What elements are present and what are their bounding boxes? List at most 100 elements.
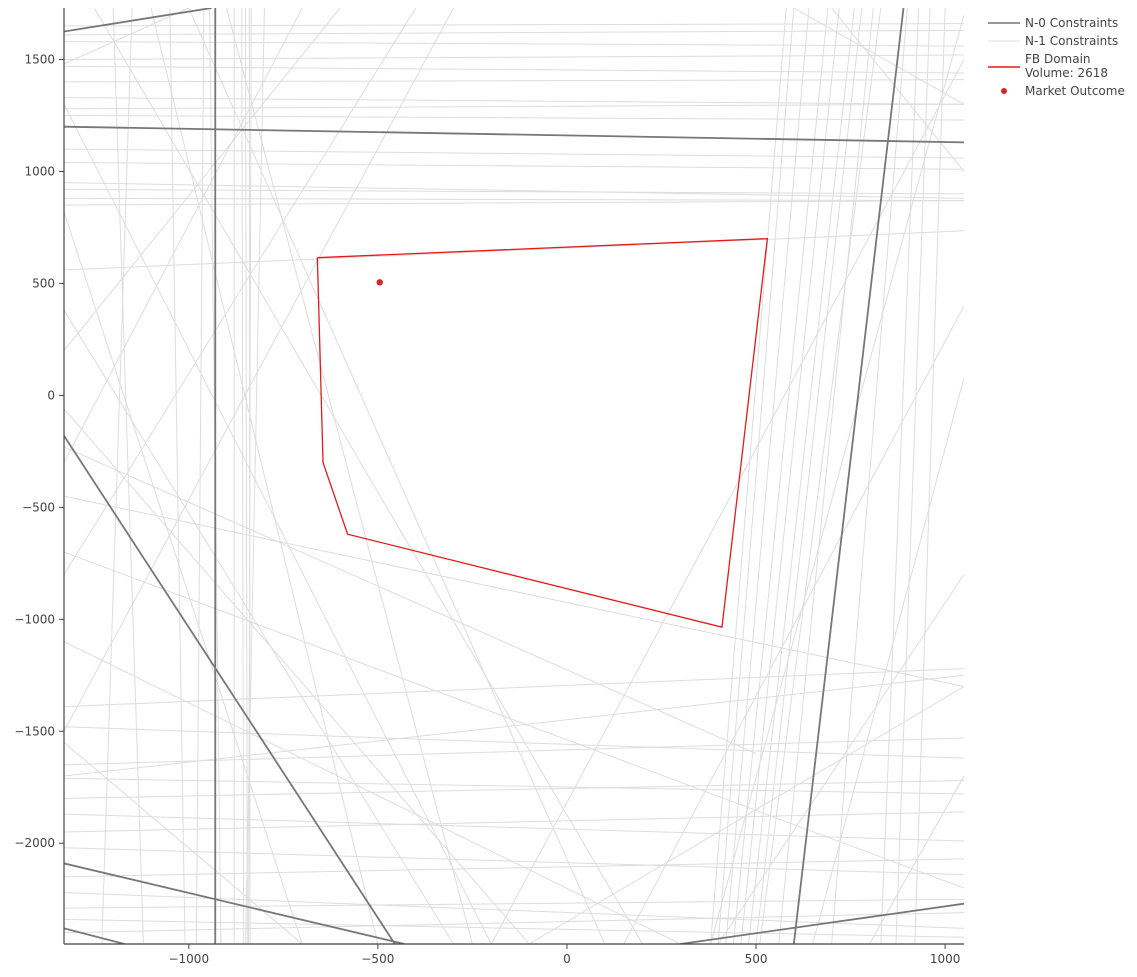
n1-constraint-line-23 [64,811,964,833]
n1-constraint-line-53 [914,8,946,944]
n1-constraint-line-64 [64,8,341,351]
n1-constraint-line-63 [64,8,303,463]
n1-constraint-line-31 [101,8,133,944]
legend-item-n1[interactable]: N-1 Constraints [988,34,1118,48]
y-tick-label: −1500 [14,724,55,738]
fb-domain-layer [316,237,769,628]
n1-constraint-line-8 [64,103,964,110]
n1-constraint-line-60 [150,8,379,944]
legend-label-n1: N-1 Constraints [1025,34,1118,48]
n1-constraint-line-12 [64,182,964,199]
x-tick-label: 1000 [930,952,961,966]
n0-constraint-line-5 [792,8,905,944]
n1-constraint-line-19 [64,737,964,766]
n1-constraint-line-45 [740,8,840,944]
n1-constraint-line-78 [64,742,303,944]
n1-constraint-line-65 [64,8,417,575]
n1-constraint-line-58 [64,408,530,944]
n1-constraint-line-9 [64,114,964,121]
y-tick-label: −500 [22,500,55,514]
n1-constraint-line-42 [717,8,795,944]
n1-constraint-line-43 [725,8,810,944]
n1-constraint-line-37 [245,8,248,944]
n1-constraint-line-81 [869,775,964,944]
n1-constraint-line-72 [623,305,964,944]
n1-constraint-line-24 [64,847,964,876]
n1-constraint-line-77 [793,8,964,105]
n1-constraint-line-49 [778,8,874,944]
legend-label-fb: FB Domain [1025,52,1091,66]
n1-constraint-line-44 [732,8,829,944]
n1-constraint-line-11 [64,162,964,170]
n0-constraint-line-2 [64,125,964,144]
n1-constraint-line-25 [64,858,964,878]
n1-constraint-line-15 [64,200,964,206]
x-tick-label: 0 [563,952,571,966]
n0-constraint-lines [64,8,964,944]
n1-constraint-line-57 [64,310,454,944]
n1-constraint-line-27 [64,898,964,909]
y-tick-label: −1000 [14,612,55,626]
x-tick-label: −500 [361,952,394,966]
y-tick-label: 1500 [24,53,55,67]
n1-constraint-line-29 [64,912,964,934]
n1-constraint-line-69 [64,551,964,889]
market-outcome-layer [376,279,383,286]
n1-constraint-line-55 [64,104,492,944]
n1-constraint-line-30 [112,8,144,944]
y-tick-label: 0 [47,388,55,402]
n1-constraint-line-76 [831,8,964,172]
n1-constraint-line-56 [64,211,303,944]
n1-constraint-line-61 [188,8,606,944]
n1-constraint-line-7 [64,97,964,105]
n1-constraint-line-54 [812,377,964,944]
n1-constraint-line-41 [710,8,787,944]
n1-constraint-line-21 [64,780,964,799]
y-tick-label: 500 [32,276,55,290]
n1-constraint-line-33 [195,8,205,944]
legend-label-fb: Volume: 2618 [1025,66,1108,80]
n1-constraint-line-70 [64,641,681,944]
n1-constraint-line-51 [880,8,920,944]
n1-constraint-line-22 [64,813,964,842]
n1-constraint-line-16 [64,230,964,271]
n1-constraint-line-1 [64,23,964,27]
n0-constraint-line-4 [64,435,396,944]
n1-constraint-line-71 [490,59,964,944]
n1-constraint-line-36 [241,8,245,944]
n1-constraint-line-52 [895,8,931,944]
n1-constraint-line-46 [747,8,855,944]
n1-constraint-line-80 [64,674,964,777]
legend-symbol-mo [1001,88,1007,94]
n1-constraint-line-40 [245,8,265,944]
n1-constraint-line-59 [93,8,644,944]
fb-domain-polygon [316,237,769,628]
n1-constraint-line-2 [64,29,964,36]
legend-label-mo: Market Outcome [1025,84,1125,98]
n1-constraint-line-13 [64,188,964,195]
n0-constraint-line-7 [64,927,125,944]
n1-constraint-line-66 [64,8,454,732]
n1-constraint-line-68 [64,446,757,755]
n1-constraint-line-5 [64,65,964,74]
n1-constraint-line-10 [64,148,964,159]
n1-constraint-line-75 [528,686,964,944]
legend-label-n0: N-0 Constraints [1025,16,1118,30]
n1-constraint-line-48 [759,8,882,944]
n1-constraint-line-74 [710,14,964,944]
n1-constraint-line-20 [64,777,964,795]
n1-constraint-line-79 [64,8,189,65]
n1-constraint-line-28 [64,918,964,938]
n1-constraint-line-50 [831,8,908,944]
legend[interactable]: N-0 Constraints N-1 Constraints FB DomainV… [988,16,1125,98]
x-tick-label: −1000 [168,952,209,966]
n1-constraint-line-32 [169,8,186,944]
n1-constraint-line-14 [64,197,964,202]
legend-item-mo[interactable]: Market Outcome [1001,84,1125,98]
legend-item-n0[interactable]: N-0 Constraints [988,16,1118,30]
n1-constraint-line-62 [226,8,473,944]
y-tick-label: 1000 [24,164,55,178]
n1-constraint-line-6 [64,79,964,83]
